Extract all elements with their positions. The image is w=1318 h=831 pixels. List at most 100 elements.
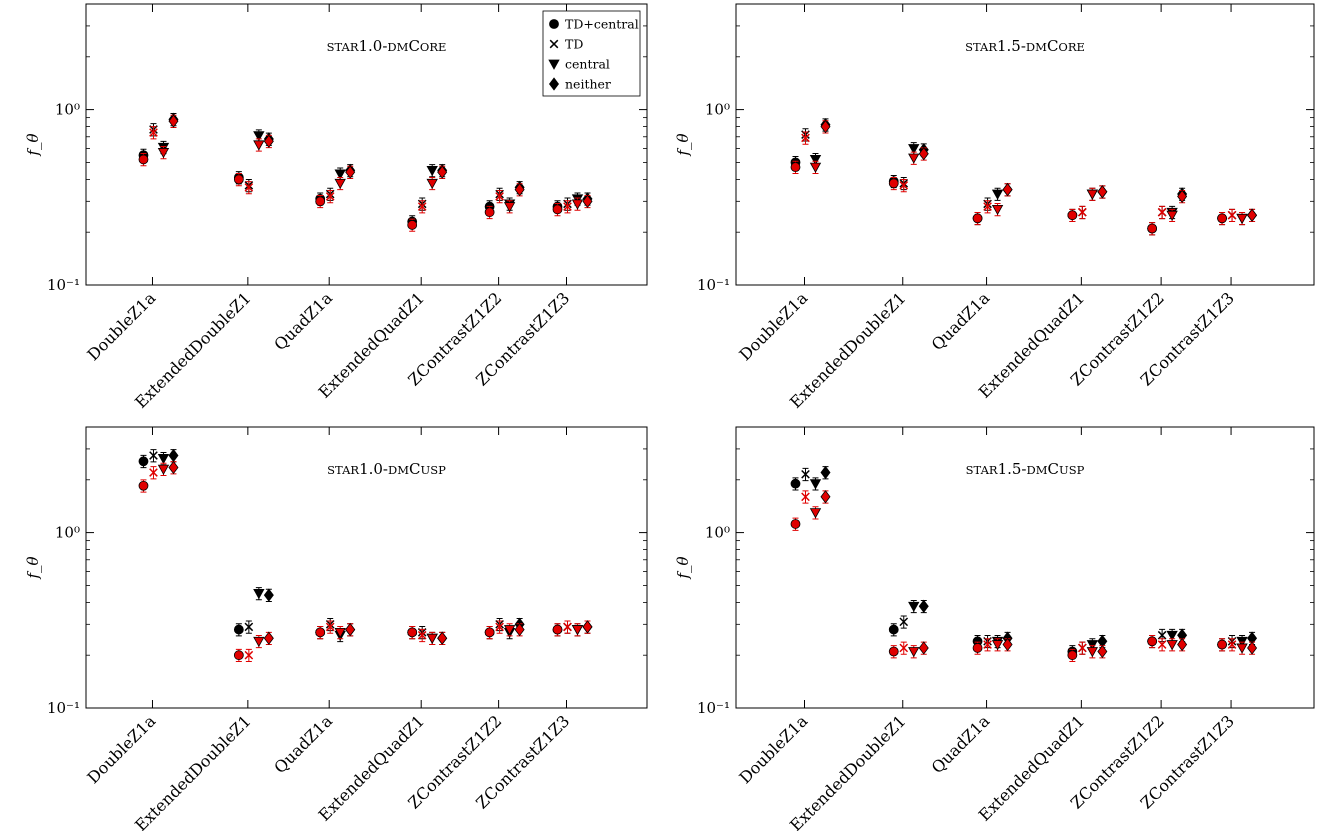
data-point-circle — [138, 154, 149, 165]
data-point-diamond — [168, 114, 179, 128]
data-point-x — [244, 650, 254, 660]
data-point-circle — [1217, 639, 1227, 650]
data-point-triangle-down — [1166, 210, 1178, 222]
legend-marker-x — [549, 39, 559, 49]
data-point-diamond — [1002, 637, 1013, 652]
data-point-x — [563, 622, 572, 632]
data-point-circle — [233, 174, 244, 185]
plot-frame — [735, 3, 1315, 286]
data-point-diamond — [1177, 637, 1188, 652]
data-point-x — [417, 202, 427, 211]
data-point-diamond — [437, 165, 448, 179]
data-point-diamond — [1097, 185, 1108, 199]
data-point-circle — [138, 456, 149, 467]
legend-marker-diamond — [549, 77, 559, 91]
data-point-diamond — [263, 134, 274, 148]
x-tick-label: QuadZ1a — [928, 288, 994, 354]
data-point-circle — [407, 627, 418, 638]
data-point-diamond — [345, 622, 356, 637]
data-point-triangle-down — [809, 479, 822, 490]
data-point-circle — [1067, 650, 1078, 661]
data-point-x — [495, 192, 504, 201]
y-tick-label: 10⁻¹ — [47, 276, 80, 294]
data-point-diamond — [168, 448, 179, 463]
data-point-circle — [233, 650, 244, 661]
panel-title: STAR1.0-DMCORE — [327, 37, 447, 55]
y-tick-label: 10⁰ — [55, 101, 80, 119]
data-point-x — [983, 202, 992, 211]
data-point-triangle-down — [908, 153, 920, 164]
plot-frame — [735, 426, 1315, 709]
data-point-x — [1078, 643, 1087, 653]
data-point-diamond — [918, 599, 929, 613]
data-point-triangle-down — [809, 162, 822, 173]
legend-label: neither — [565, 77, 611, 92]
panel-title: STAR1.5-DMCORE — [965, 37, 1085, 55]
data-point-x — [1157, 630, 1167, 640]
data-point-x — [244, 183, 254, 192]
data-point-x — [149, 128, 158, 137]
x-tick-label: ExtendedQuadZ1 — [975, 288, 1088, 401]
data-point-diamond — [582, 194, 593, 208]
data-point-circle — [138, 480, 149, 491]
data-point-x — [1078, 207, 1087, 217]
data-point-triangle-down — [253, 636, 265, 648]
data-point-x — [899, 643, 909, 653]
data-point-diamond — [1247, 641, 1258, 655]
data-point-triangle-down — [809, 155, 822, 166]
plot-frame — [85, 426, 648, 709]
y-tick-label: 10⁻¹ — [697, 699, 730, 717]
data-point-triangle-down — [1236, 643, 1248, 654]
x-tick-label: DoubleZ1a — [735, 711, 811, 787]
data-point-circle — [552, 204, 563, 215]
data-point-triangle-down — [503, 202, 516, 213]
data-point-x — [325, 192, 335, 201]
data-point-triangle-down — [334, 627, 346, 639]
panel-title: STAR1.5-DMCUSP — [966, 460, 1085, 478]
data-point-triangle-down — [253, 589, 265, 600]
data-point-diamond — [168, 460, 179, 475]
data-point-triangle-down — [426, 178, 438, 190]
data-point-circle — [552, 624, 563, 635]
data-point-x — [899, 617, 909, 627]
data-point-triangle-down — [334, 178, 346, 190]
data-point-x — [1157, 207, 1167, 217]
data-point-circle — [484, 207, 495, 218]
data-point-triangle-down — [157, 464, 170, 475]
data-point-x — [801, 469, 810, 479]
data-point-x — [417, 630, 427, 640]
y-axis-label: f_θ — [24, 133, 42, 156]
legend-label: TD+central — [565, 17, 639, 32]
x-tick-label: DoubleZ1a — [735, 288, 811, 364]
data-point-diamond — [1177, 189, 1188, 204]
data-point-circle — [484, 627, 495, 638]
data-point-diamond — [1002, 182, 1013, 197]
x-tick-label: DoubleZ1a — [83, 711, 159, 787]
data-point-triangle-down — [426, 166, 438, 177]
data-point-triangle-down — [991, 204, 1004, 216]
data-point-triangle-down — [503, 625, 516, 636]
data-point-triangle-down — [1166, 630, 1178, 642]
data-point-circle — [972, 213, 983, 224]
x-tick-label: QuadZ1a — [928, 711, 994, 777]
data-point-circle — [790, 478, 801, 489]
data-point-diamond — [820, 119, 831, 134]
data-point-triangle-down — [571, 625, 584, 636]
data-point-x — [899, 181, 909, 190]
data-point-triangle-down — [991, 640, 1004, 651]
legend-label: TD — [565, 37, 583, 52]
data-point-triangle-down — [991, 189, 1004, 200]
data-point-circle — [233, 624, 244, 635]
data-point-diamond — [345, 165, 356, 179]
legend-marker-circle — [549, 19, 559, 29]
data-point-triangle-down — [908, 601, 920, 613]
data-point-triangle-down — [908, 647, 920, 658]
data-point-x — [149, 451, 158, 460]
data-point-triangle-down — [1166, 640, 1178, 651]
plot-frame — [85, 3, 648, 286]
y-tick-label: 10⁰ — [705, 101, 730, 119]
data-point-x — [563, 202, 572, 211]
